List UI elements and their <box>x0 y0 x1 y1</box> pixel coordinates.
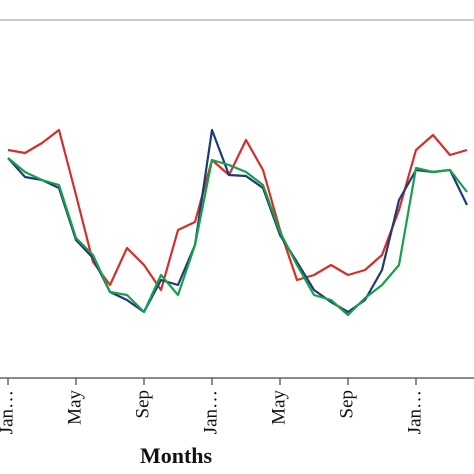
x-tick-label: Jan… <box>0 390 17 434</box>
x-tick-label: Jan… <box>200 390 221 434</box>
x-axis-label: Months <box>140 443 213 468</box>
x-tick-label: May <box>268 390 289 425</box>
x-tick-label: Sep <box>132 390 153 419</box>
series-line <box>7 128 468 314</box>
series-line <box>7 157 468 317</box>
x-tick-label: Jan… <box>404 390 425 434</box>
x-tick-label: May <box>64 390 85 425</box>
x-tick-label: Sep <box>336 390 357 419</box>
